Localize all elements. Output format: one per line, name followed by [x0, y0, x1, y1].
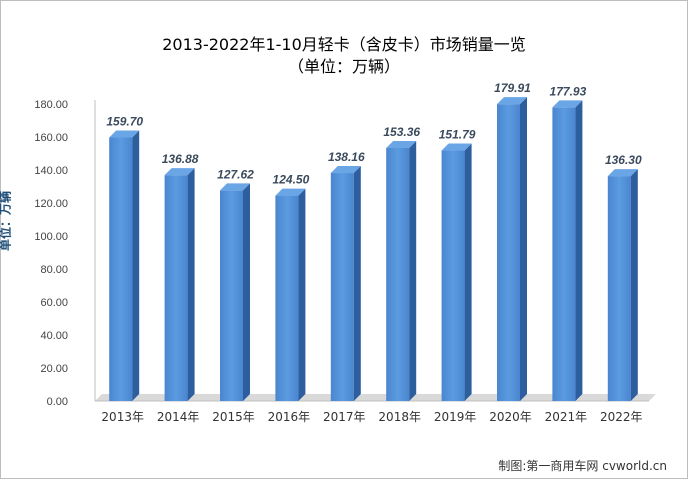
bar [220, 183, 250, 401]
chart-subtitle: （单位：万辆） [287, 57, 400, 76]
bar-top [220, 183, 250, 191]
bar-side [464, 143, 472, 401]
y-tick-label: 80.00 [40, 264, 68, 276]
bar-front [164, 175, 188, 401]
bar-side [520, 97, 527, 401]
x-tick-label: 2015年 [212, 410, 255, 424]
data-label: 153.36 [383, 125, 420, 139]
data-label: 159.70 [106, 114, 143, 128]
x-tick-label: 2017年 [323, 410, 366, 424]
data-label: 138.16 [328, 150, 365, 164]
x-tick-label: 2022年 [600, 410, 643, 424]
bar-front [109, 137, 133, 401]
bar-top [607, 169, 638, 177]
data-labels: 159.70 136.88 127.62 124.50 138.16 153.36 151.… [106, 81, 642, 186]
data-label: 151.79 [439, 128, 476, 142]
bar-front [497, 104, 520, 401]
bar-side [630, 169, 638, 401]
bar-top [552, 100, 583, 108]
bar [164, 168, 195, 401]
chart-title: 2013-2022年1-10月轻卡（含皮卡）市场销量一览 [162, 35, 526, 54]
y-tick-label: 40.00 [40, 330, 68, 342]
bar [386, 140, 417, 401]
x-tick-label: 2013年 [101, 410, 144, 424]
x-tick-label: 2014年 [157, 410, 200, 424]
credit-text: 制图:第一商用车网 cvworld.cn [498, 459, 667, 473]
bar-side [132, 130, 140, 401]
bar [109, 130, 140, 401]
bar-front [275, 195, 299, 401]
bar [552, 100, 583, 401]
bar-top [109, 130, 140, 138]
x-tick-label: 2020年 [489, 410, 532, 424]
x-tick-label: 2021年 [545, 410, 588, 424]
y-tick-label: 0.00 [47, 396, 68, 408]
data-label: 179.91 [494, 81, 531, 95]
x-tick-label: 2018年 [378, 410, 421, 424]
bar-top [386, 140, 417, 148]
bar [497, 97, 527, 401]
x-tick-label: 2019年 [434, 410, 477, 424]
y-tick-label: 140.00 [34, 165, 68, 177]
bar-top [441, 143, 472, 151]
y-tick-label: 20.00 [40, 363, 68, 375]
y-tick-label: 180.00 [34, 99, 68, 111]
bar-side [298, 188, 306, 401]
data-label: 124.50 [273, 173, 310, 187]
bars [109, 97, 638, 401]
bar-front [552, 107, 576, 401]
data-label: 177.93 [550, 84, 587, 98]
bar-side [409, 140, 417, 401]
bar [607, 169, 638, 401]
bar-front [441, 150, 465, 401]
bar-side [575, 100, 583, 401]
bar-front [607, 176, 631, 401]
bar-front [220, 190, 243, 401]
bar [441, 143, 472, 401]
data-label: 127.62 [217, 167, 254, 181]
bar [330, 166, 361, 401]
bar-front [386, 147, 410, 401]
data-label: 136.88 [162, 152, 199, 166]
x-tick-label: 2016年 [268, 410, 311, 424]
bar-side [353, 166, 361, 401]
bar-top [275, 188, 306, 196]
bar-top [330, 166, 361, 174]
y-tick-label: 160.00 [34, 132, 68, 144]
bar-top [497, 97, 527, 105]
y-tick-label: 100.00 [34, 231, 68, 243]
y-tick-label: 120.00 [34, 198, 68, 210]
bar-front [330, 173, 354, 401]
y-tick-label: 60.00 [40, 297, 68, 309]
bar-side [243, 183, 250, 401]
bar [275, 188, 306, 401]
bar-top [164, 168, 195, 176]
bar-side [187, 168, 195, 401]
data-label: 136.30 [605, 153, 642, 167]
